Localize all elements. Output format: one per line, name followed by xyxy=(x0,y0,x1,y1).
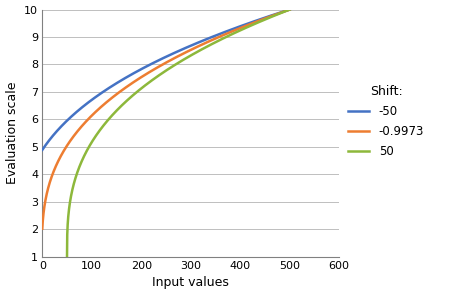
-50 xyxy=(40,148,45,152)
-0.9973 xyxy=(287,8,292,11)
-50 xyxy=(160,57,165,60)
50 xyxy=(64,255,70,258)
-50 xyxy=(234,26,240,29)
-0.9973 xyxy=(279,10,285,14)
Line: 50: 50 xyxy=(67,9,290,257)
50 xyxy=(280,10,286,14)
50 xyxy=(167,67,172,70)
Line: -0.9973: -0.9973 xyxy=(42,9,290,229)
-0.9973 xyxy=(153,66,159,70)
Line: -50: -50 xyxy=(42,9,290,150)
-0.9973 xyxy=(160,63,165,66)
X-axis label: Input values: Input values xyxy=(152,276,229,289)
-50 xyxy=(52,132,58,135)
Y-axis label: Evaluation scale: Evaluation scale xyxy=(6,82,18,184)
50 xyxy=(239,28,245,31)
50 xyxy=(172,63,178,66)
-0.9973 xyxy=(280,10,285,14)
-50 xyxy=(280,10,285,14)
50 xyxy=(75,168,81,171)
-0.9973 xyxy=(234,27,240,31)
50 xyxy=(287,8,292,11)
-50 xyxy=(287,8,292,11)
Legend: -50, -0.9973, 50: -50, -0.9973, 50 xyxy=(348,85,424,158)
-0.9973 xyxy=(40,227,45,230)
-50 xyxy=(279,10,285,14)
50 xyxy=(280,10,286,14)
-50 xyxy=(153,60,159,63)
-0.9973 xyxy=(52,167,58,170)
